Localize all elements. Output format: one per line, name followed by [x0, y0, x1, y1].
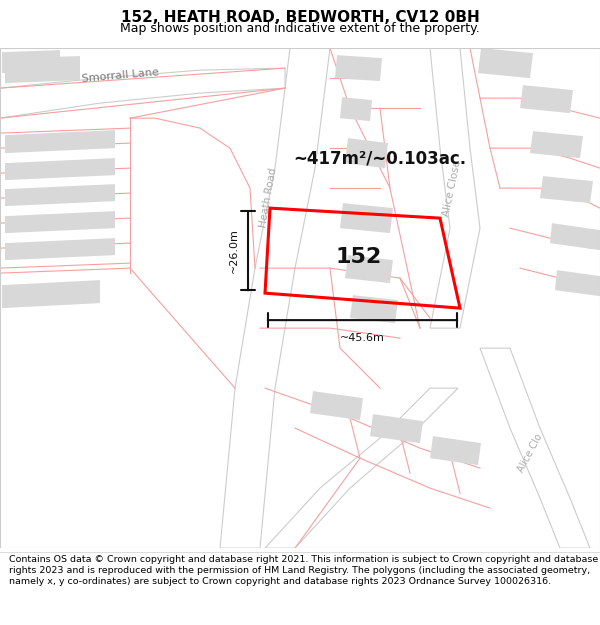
Polygon shape: [5, 238, 115, 260]
Polygon shape: [345, 255, 393, 283]
Polygon shape: [340, 203, 393, 233]
Polygon shape: [430, 48, 480, 328]
Text: ~417m²/~0.103ac.: ~417m²/~0.103ac.: [293, 149, 467, 167]
Polygon shape: [0, 68, 285, 118]
Polygon shape: [550, 223, 600, 250]
Polygon shape: [478, 48, 533, 78]
Polygon shape: [350, 295, 398, 323]
Polygon shape: [480, 348, 590, 548]
Polygon shape: [340, 97, 372, 121]
Text: ~26.0m: ~26.0m: [229, 228, 239, 273]
Polygon shape: [5, 56, 80, 83]
Text: Smorrall Lane: Smorrall Lane: [81, 68, 159, 84]
Polygon shape: [430, 436, 481, 465]
Polygon shape: [370, 414, 423, 443]
Polygon shape: [335, 55, 382, 81]
Polygon shape: [540, 176, 593, 203]
Polygon shape: [5, 130, 115, 153]
Polygon shape: [5, 158, 115, 180]
Polygon shape: [5, 211, 115, 233]
Polygon shape: [345, 138, 388, 168]
Text: Heath Road: Heath Road: [258, 168, 278, 229]
Text: 152, HEATH ROAD, BEDWORTH, CV12 0BH: 152, HEATH ROAD, BEDWORTH, CV12 0BH: [121, 10, 479, 25]
Polygon shape: [2, 280, 100, 308]
Polygon shape: [265, 388, 458, 548]
Polygon shape: [220, 48, 330, 548]
Polygon shape: [530, 131, 583, 158]
Text: Contains OS data © Crown copyright and database right 2021. This information is : Contains OS data © Crown copyright and d…: [9, 555, 598, 586]
Text: ~45.6m: ~45.6m: [340, 333, 385, 343]
Polygon shape: [310, 391, 363, 420]
Polygon shape: [555, 270, 600, 296]
Polygon shape: [520, 85, 573, 113]
Text: Alice Clo: Alice Clo: [516, 432, 544, 474]
Polygon shape: [5, 184, 115, 206]
Text: 152: 152: [335, 247, 382, 267]
Text: Map shows position and indicative extent of the property.: Map shows position and indicative extent…: [120, 22, 480, 35]
Polygon shape: [2, 50, 60, 73]
Text: Alice Close: Alice Close: [441, 159, 463, 217]
